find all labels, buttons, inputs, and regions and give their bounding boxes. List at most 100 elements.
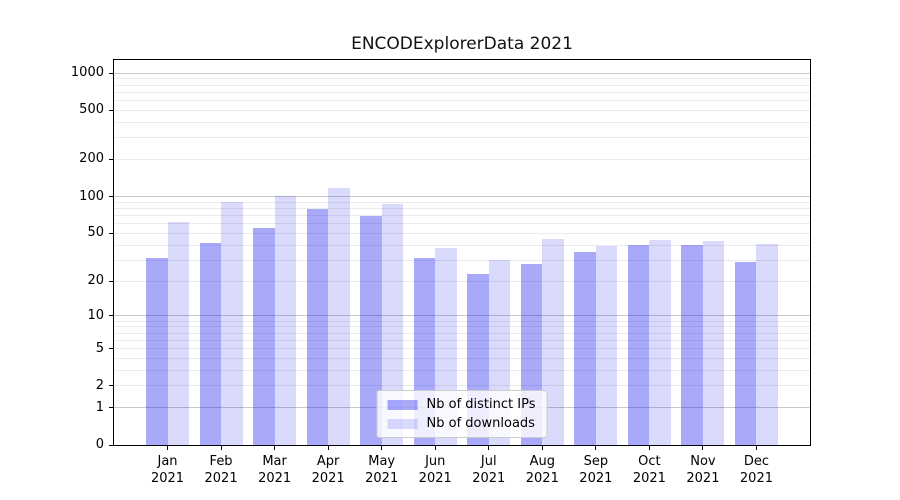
gridline-minor bbox=[114, 339, 810, 341]
legend-swatch-distinct-ips bbox=[387, 399, 418, 410]
legend-label-distinct-ips: Nb of distinct IPs bbox=[426, 397, 536, 412]
y-axis-tick bbox=[109, 444, 113, 446]
x-tick-label: Nov 2021 bbox=[686, 454, 720, 486]
gridline-minor bbox=[114, 215, 810, 217]
bar-downloads-dec bbox=[756, 243, 778, 445]
bar-downloads-sep bbox=[595, 246, 618, 445]
x-axis-tick bbox=[434, 446, 436, 450]
x-tick-label: Mar 2021 bbox=[258, 454, 292, 486]
x-tick-label: Sep 2021 bbox=[579, 454, 613, 486]
bar-downloads-may bbox=[381, 203, 404, 445]
x-axis-tick bbox=[167, 446, 169, 450]
gridline-minor bbox=[114, 137, 810, 139]
bar-downloads-oct bbox=[649, 240, 671, 445]
bar-distinct-ips-nov bbox=[681, 245, 703, 445]
y-tick-label: 2 bbox=[95, 377, 104, 393]
x-tick-label: Apr 2021 bbox=[311, 454, 345, 486]
bar-distinct-ips-dec bbox=[734, 261, 757, 445]
bar-downloads-aug bbox=[542, 238, 564, 445]
legend-entry-distinct-ips: Nb of distinct IPs bbox=[387, 397, 536, 412]
x-tick-label: Feb 2021 bbox=[204, 454, 238, 486]
y-axis-tick bbox=[109, 72, 113, 74]
bar-downloads-nov bbox=[702, 241, 725, 445]
gridline-minor bbox=[114, 78, 810, 80]
plot-area: Nb of distinct IPs Nb of downloads bbox=[113, 59, 811, 446]
bar-distinct-ips-sep bbox=[574, 252, 596, 445]
y-tick-label: 200 bbox=[79, 151, 104, 167]
gridline-minor bbox=[114, 201, 810, 203]
y-axis-tick bbox=[109, 315, 113, 317]
y-tick-label: 1000 bbox=[70, 65, 104, 81]
x-axis-tick bbox=[541, 446, 543, 450]
bar-downloads-apr bbox=[328, 187, 350, 445]
x-tick-label: Jan 2021 bbox=[150, 454, 185, 486]
bar-downloads-feb bbox=[221, 202, 243, 445]
y-tick-label: 10 bbox=[87, 307, 104, 323]
x-tick-label: Dec 2021 bbox=[739, 454, 773, 486]
gridline-minor bbox=[114, 121, 810, 123]
x-axis-tick bbox=[702, 446, 704, 450]
legend-entry-downloads: Nb of downloads bbox=[387, 416, 536, 431]
y-tick-label: 5 bbox=[95, 340, 104, 356]
bar-distinct-ips-oct bbox=[627, 245, 650, 445]
y-axis-tick bbox=[109, 232, 113, 234]
bar-distinct-ips-apr bbox=[306, 209, 329, 445]
y-axis-tick bbox=[109, 407, 113, 409]
gridline-minor bbox=[114, 232, 810, 234]
x-axis-tick bbox=[755, 446, 757, 450]
y-tick-label: 1 bbox=[95, 399, 104, 415]
gridline-major bbox=[114, 196, 810, 198]
x-axis-tick bbox=[648, 446, 650, 450]
x-tick-label: May 2021 bbox=[365, 454, 399, 486]
legend-label-downloads: Nb of downloads bbox=[426, 416, 535, 431]
gridline-minor bbox=[114, 280, 810, 282]
gridline-minor bbox=[114, 259, 810, 261]
gridline-minor bbox=[114, 109, 810, 111]
gridline-minor bbox=[114, 385, 810, 387]
x-tick-label: Oct 2021 bbox=[632, 454, 666, 486]
bar-distinct-ips-mar bbox=[253, 228, 275, 445]
gridline-minor bbox=[114, 223, 810, 225]
gridline-major bbox=[114, 72, 810, 74]
x-axis-tick bbox=[274, 446, 276, 450]
y-axis-tick bbox=[109, 385, 113, 387]
gridline-minor bbox=[114, 244, 810, 246]
bar-downloads-jan bbox=[167, 221, 190, 445]
x-tick-label: Jun 2021 bbox=[418, 454, 452, 486]
chart-title: ENCODExplorerData 2021 bbox=[351, 34, 573, 54]
gridline-major bbox=[114, 315, 810, 317]
gridline-minor bbox=[114, 348, 810, 350]
x-axis-tick bbox=[220, 446, 222, 450]
x-axis-tick bbox=[595, 446, 597, 450]
gridline-minor bbox=[114, 326, 810, 328]
gridline-minor bbox=[114, 100, 810, 102]
y-tick-label: 500 bbox=[79, 102, 104, 118]
y-axis-tick bbox=[109, 348, 113, 350]
y-axis-tick bbox=[109, 158, 113, 160]
y-axis-tick bbox=[109, 109, 113, 111]
gridline-minor bbox=[114, 84, 810, 86]
y-axis-tick bbox=[109, 280, 113, 282]
y-tick-label: 20 bbox=[87, 273, 104, 289]
gridline-minor bbox=[114, 207, 810, 209]
gridline-minor bbox=[114, 357, 810, 359]
bar-distinct-ips-may bbox=[360, 215, 382, 445]
y-tick-label: 50 bbox=[87, 225, 104, 241]
bar-downloads-mar bbox=[274, 196, 297, 445]
gridline-minor bbox=[114, 91, 810, 93]
legend-swatch-downloads bbox=[387, 418, 418, 429]
y-tick-label: 0 bbox=[95, 437, 104, 452]
gridline-minor bbox=[114, 332, 810, 334]
gridline-minor bbox=[114, 369, 810, 371]
bar-distinct-ips-feb bbox=[199, 242, 222, 445]
legend: Nb of distinct IPs Nb of downloads bbox=[376, 390, 548, 438]
x-tick-label: Jul 2021 bbox=[472, 454, 506, 486]
x-tick-label: Aug 2021 bbox=[525, 454, 559, 486]
x-axis-tick bbox=[488, 446, 490, 450]
x-axis-tick bbox=[381, 446, 383, 450]
x-axis-tick bbox=[327, 446, 329, 450]
y-tick-label: 100 bbox=[79, 188, 104, 204]
gridline-minor bbox=[114, 320, 810, 322]
gridline-minor bbox=[114, 158, 810, 160]
